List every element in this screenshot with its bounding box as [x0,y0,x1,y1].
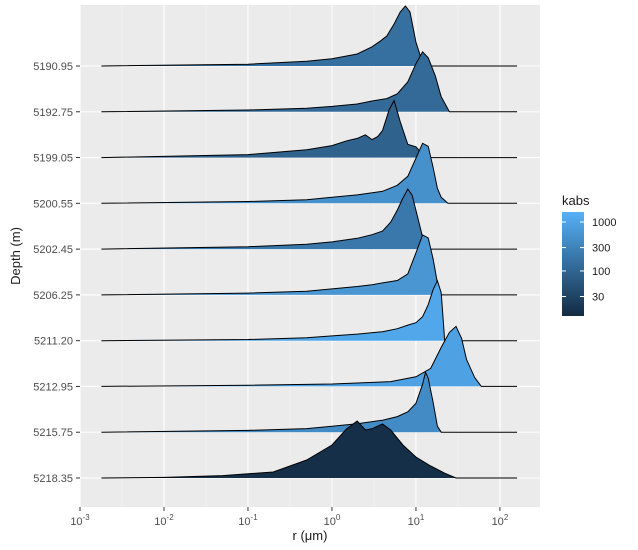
ridge-5202.45 [101,188,518,250]
y-tick-label: 5199.05 [33,153,73,165]
ridge-outline [101,325,518,387]
x-tick-label: 10-1 [238,513,258,528]
y-axis: 5190.95 5192.75 5199.05 5200.55 5202.45 5206.… [33,61,80,485]
legend-title: kabs [562,193,590,208]
ridge-outline [101,99,518,159]
ridge-5199.05 [101,99,518,159]
y-tick-label: 5212.95 [33,381,73,393]
x-axis-title: r (μm) [293,528,328,543]
ridge-area [101,51,518,112]
ridge-5215.75 [101,370,518,433]
ridge-area [101,143,518,204]
plot-panel [80,5,540,507]
y-tick-label: 5200.55 [33,198,73,210]
x-tick-label: 100 [324,513,341,528]
x-tick-label: 10-3 [70,513,90,528]
y-tick-label: 5192.75 [33,107,73,119]
y-tick-label: 5218.35 [33,473,73,485]
y-tick-label: 5202.45 [33,244,73,256]
legend-ticks: 1000 300 100 30 [562,217,616,304]
ridge-area [101,234,518,295]
ridge-5211.20 [101,279,518,342]
ridge-area [101,280,518,341]
ridge-outline [101,420,518,479]
ridge-outline [101,370,518,433]
ridge-5212.95 [101,325,518,387]
y-tick-label: 5215.75 [33,427,73,439]
legend-tick-label: 1000 [592,217,616,229]
ridge-area [101,189,518,250]
legend-colorbar [562,212,584,316]
ridge-outline [101,142,518,204]
ridge-5206.25 [101,234,518,296]
ridge-area [101,421,518,478]
y-tick-label: 5206.25 [33,290,73,302]
ridge-area [101,6,518,66]
x-tick-label: 102 [492,513,509,528]
ridges [101,5,518,479]
x-axis: 10-3 10-2 10-1 100 101 102 [70,507,509,528]
ridge-5190.95 [101,5,518,67]
x-tick-label: 10-2 [154,513,174,528]
y-axis-title: Depth (m) [8,227,23,285]
ridge-5200.55 [101,142,518,204]
x-tick-label: 101 [408,513,425,528]
ridge-5218.35 [101,420,518,479]
ridge-outline [101,279,518,342]
legend-tick-label: 300 [592,243,610,255]
legend-tick-label: 30 [592,292,604,304]
ridge-outline [101,188,518,250]
ridge-outline [101,50,518,113]
y-tick-label: 5190.95 [33,61,73,73]
ridge-5192.75 [101,50,518,113]
ridge-area [101,372,518,433]
legend-tick-label: 100 [592,266,610,278]
ridge-outline [101,234,518,296]
legend: kabs 1000 300 100 30 [562,193,616,316]
ridge-outline [101,5,518,67]
ridge-area [101,326,518,387]
y-tick-label: 5211.20 [34,336,73,348]
